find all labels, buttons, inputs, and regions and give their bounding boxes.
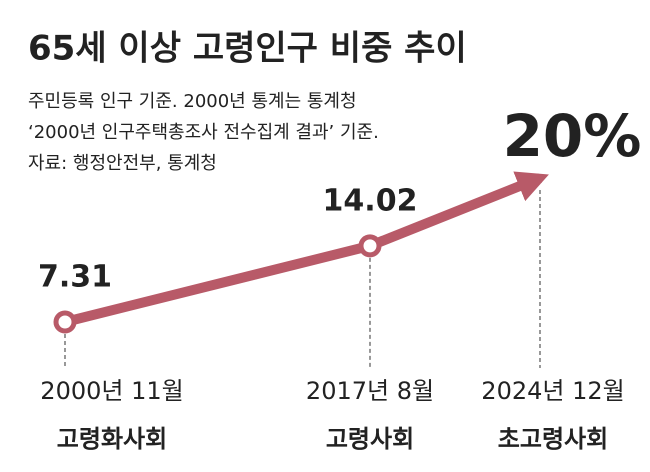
- x-tick-label: 2024년 12월: [481, 377, 624, 405]
- stage-label: 고령사회: [326, 425, 414, 453]
- x-tick-label: 2000년 11월: [40, 377, 183, 405]
- chart-title: 65세 이상 고령인구 비중 추이: [28, 29, 467, 69]
- note: 주민등록 인구 기준. 2000년 통계는 통계청: [28, 91, 357, 112]
- value-label: 7.31: [38, 260, 112, 295]
- value-label: 20%: [503, 102, 642, 170]
- stage-label: 고령화사회: [57, 425, 167, 453]
- note: 자료: 행정안전부, 통계청: [28, 153, 217, 174]
- point: [53, 310, 77, 334]
- stage-label: 초고령사회: [498, 425, 608, 453]
- trend-line: [63, 171, 549, 327]
- value-label: 14.02: [323, 183, 418, 218]
- point: [358, 234, 382, 258]
- note: ‘2000년 인구주택총조사 전수집계 결과’ 기준.: [28, 122, 379, 143]
- x-tick-label: 2017년 8월: [306, 377, 434, 405]
